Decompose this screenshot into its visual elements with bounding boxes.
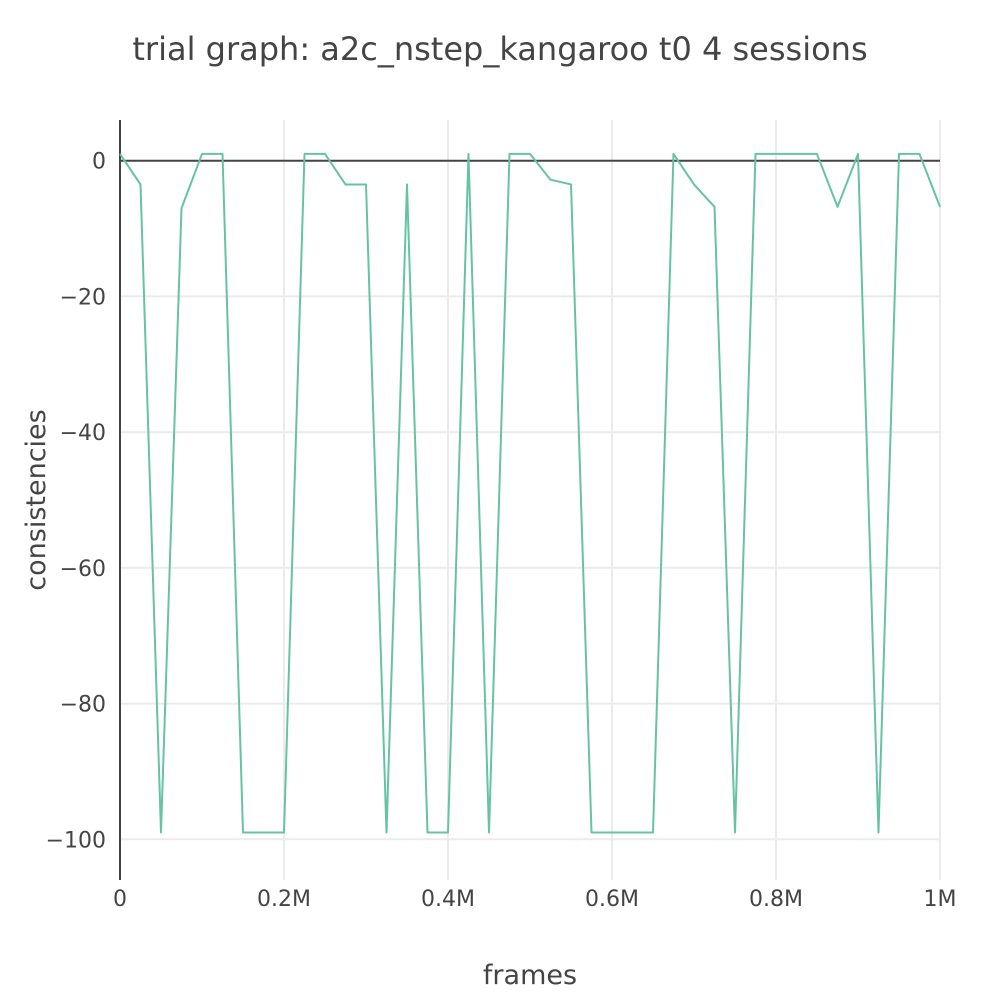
x-tick-label: 0.2M	[257, 887, 311, 912]
y-tick-label: −80	[60, 693, 106, 718]
y-tick-label: −40	[60, 421, 106, 446]
tick-labels: 0 0.2M 0.4M 0.6M 0.8M 1M 0 −20 −40 −60 −80 −100	[46, 150, 957, 912]
y-tick-label: −60	[60, 557, 106, 582]
y-tick-label: −20	[60, 285, 106, 310]
y-tick-label: −100	[46, 828, 106, 853]
x-axis-title: frames	[483, 960, 577, 991]
x-tick-label: 0.4M	[421, 887, 475, 912]
x-tick-label: 0.6M	[585, 887, 639, 912]
grid-lines	[120, 120, 941, 880]
series-line	[119, 152, 941, 834]
x-tick-label: 0	[113, 887, 127, 912]
y-tick-label: 0	[92, 150, 106, 175]
axes	[119, 120, 940, 880]
x-tick-label: 0.8M	[749, 887, 803, 912]
chart-title: trial graph: a2c_nstep_kangaroo t0 4 ses…	[132, 30, 867, 68]
x-tick-label: 1M	[924, 887, 957, 912]
series-layer	[119, 152, 941, 834]
y-axis-title: consistencies	[21, 409, 52, 590]
